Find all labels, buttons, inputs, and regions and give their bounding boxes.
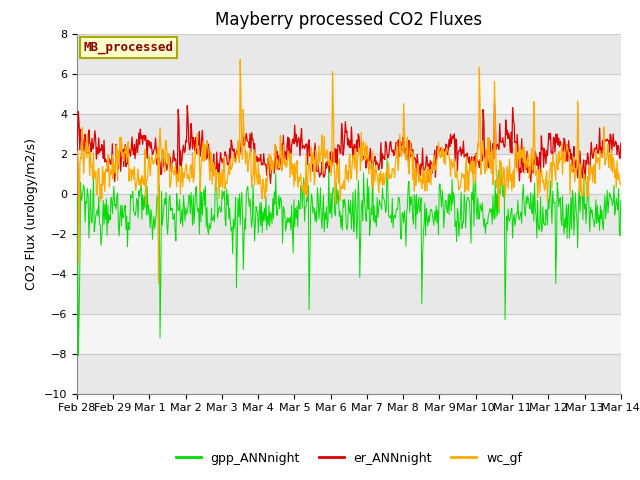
- er_ANNnight: [223, 153, 230, 159]
- Y-axis label: CO2 Flux (urology/m2/s): CO2 Flux (urology/m2/s): [25, 138, 38, 289]
- Bar: [77, 193, 621, 234]
- er_ANNnight: [83, 143, 90, 149]
- gpp_ANNnight: [84, 186, 92, 192]
- Bar: [77, 234, 621, 274]
- Bar: [77, 313, 621, 354]
- Bar: [77, 73, 621, 114]
- wc_gf: [155, 281, 163, 287]
- er_ANNnight: [416, 165, 424, 171]
- Line: wc_gf: wc_gf: [77, 60, 621, 284]
- gpp_ANNnight: [195, 206, 202, 212]
- gpp_ANNnight: [74, 353, 82, 359]
- wc_gf: [417, 175, 424, 180]
- gpp_ANNnight: [617, 198, 625, 204]
- er_ANNnight: [491, 101, 499, 107]
- er_ANNnight: [431, 174, 439, 180]
- Legend: gpp_ANNnight, er_ANNnight, wc_gf: gpp_ANNnight, er_ANNnight, wc_gf: [171, 447, 527, 469]
- Bar: [77, 114, 621, 154]
- er_ANNnight: [73, 157, 81, 163]
- gpp_ANNnight: [140, 207, 147, 213]
- Bar: [77, 34, 621, 73]
- Line: gpp_ANNnight: gpp_ANNnight: [77, 157, 621, 356]
- wc_gf: [73, 153, 81, 158]
- Title: Mayberry processed CO2 Fluxes: Mayberry processed CO2 Fluxes: [215, 11, 483, 29]
- wc_gf: [617, 182, 625, 188]
- er_ANNnight: [267, 180, 275, 186]
- Bar: [77, 274, 621, 313]
- er_ANNnight: [617, 140, 625, 146]
- Bar: [77, 354, 621, 394]
- gpp_ANNnight: [223, 202, 231, 208]
- wc_gf: [139, 180, 147, 186]
- gpp_ANNnight: [383, 155, 391, 160]
- er_ANNnight: [139, 142, 147, 147]
- gpp_ANNnight: [433, 203, 440, 209]
- Bar: [77, 154, 621, 193]
- wc_gf: [83, 155, 90, 160]
- er_ANNnight: [194, 141, 202, 147]
- wc_gf: [223, 176, 231, 182]
- Line: er_ANNnight: er_ANNnight: [77, 104, 621, 183]
- gpp_ANNnight: [417, 207, 424, 213]
- wc_gf: [236, 57, 244, 62]
- gpp_ANNnight: [73, 206, 81, 212]
- wc_gf: [433, 166, 440, 171]
- wc_gf: [195, 147, 202, 153]
- Text: MB_processed: MB_processed: [84, 40, 173, 54]
